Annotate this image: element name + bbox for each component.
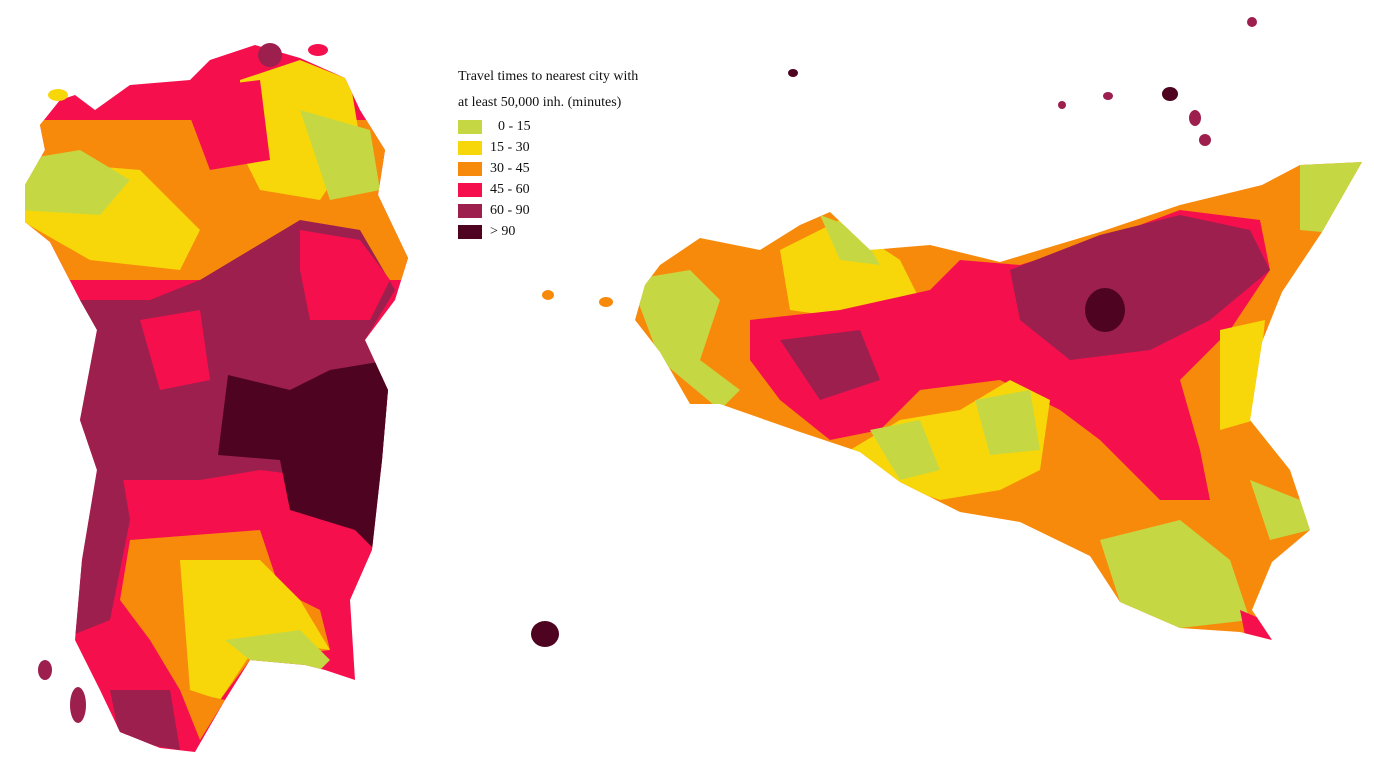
region-0-15 xyxy=(1100,520,1250,628)
region-0-15 xyxy=(635,270,740,410)
legend-item: 0 - 15 xyxy=(458,116,638,137)
region-30-45 xyxy=(180,690,225,740)
legend-label: 45 - 60 xyxy=(490,181,530,197)
region-0-15 xyxy=(1300,162,1362,232)
sicily xyxy=(635,162,1362,640)
legend-swatch xyxy=(458,119,482,134)
legend-item: 30 - 45 xyxy=(458,158,638,179)
legend-swatch xyxy=(458,203,482,218)
legend-swatch xyxy=(458,224,482,239)
region-45-60 xyxy=(180,80,270,170)
legend-item: 60 - 90 xyxy=(458,200,638,221)
sardinia xyxy=(25,45,408,752)
legend-label: 15 - 30 xyxy=(490,139,530,155)
region-60-90 xyxy=(780,330,880,400)
region-0-15 xyxy=(300,110,380,200)
legend-label: 60 - 90 xyxy=(490,202,530,218)
sardinia-small-islands xyxy=(38,43,328,723)
region-45-60 xyxy=(140,310,210,390)
legend-label: > 90 xyxy=(490,223,516,239)
legend-title-line2: at least 50,000 inh. (minutes) xyxy=(458,95,622,110)
legend-label: 0 - 15 xyxy=(498,118,531,134)
map-legend: Travel times to nearest city with at lea… xyxy=(458,64,638,242)
region-45-60 xyxy=(300,230,390,320)
region-15-30 xyxy=(180,560,330,700)
sicily-small-islands xyxy=(531,17,1257,647)
legend-title-line1: Travel times to nearest city with xyxy=(458,69,639,84)
region-15-30 xyxy=(780,220,920,320)
legend-swatch xyxy=(458,182,482,197)
region-0-15 xyxy=(820,215,880,265)
region-over-90 xyxy=(218,360,390,550)
region-60-90 xyxy=(1010,215,1270,360)
legend-item: 15 - 30 xyxy=(458,137,638,158)
region-45-60 xyxy=(1240,610,1275,640)
region-0-15 xyxy=(25,150,130,215)
legend-label: 30 - 45 xyxy=(490,160,530,176)
region-60-90 xyxy=(110,690,180,750)
region-0-15 xyxy=(975,390,1040,455)
region-0-15 xyxy=(870,420,940,480)
legend-swatch xyxy=(458,140,482,155)
region-over-90 xyxy=(1085,288,1125,332)
legend-swatch xyxy=(458,161,482,176)
region-0-15 xyxy=(1250,480,1310,540)
region-15-30 xyxy=(1220,320,1265,430)
legend-item: 45 - 60 xyxy=(458,179,638,200)
legend-item: > 90 xyxy=(458,221,638,242)
